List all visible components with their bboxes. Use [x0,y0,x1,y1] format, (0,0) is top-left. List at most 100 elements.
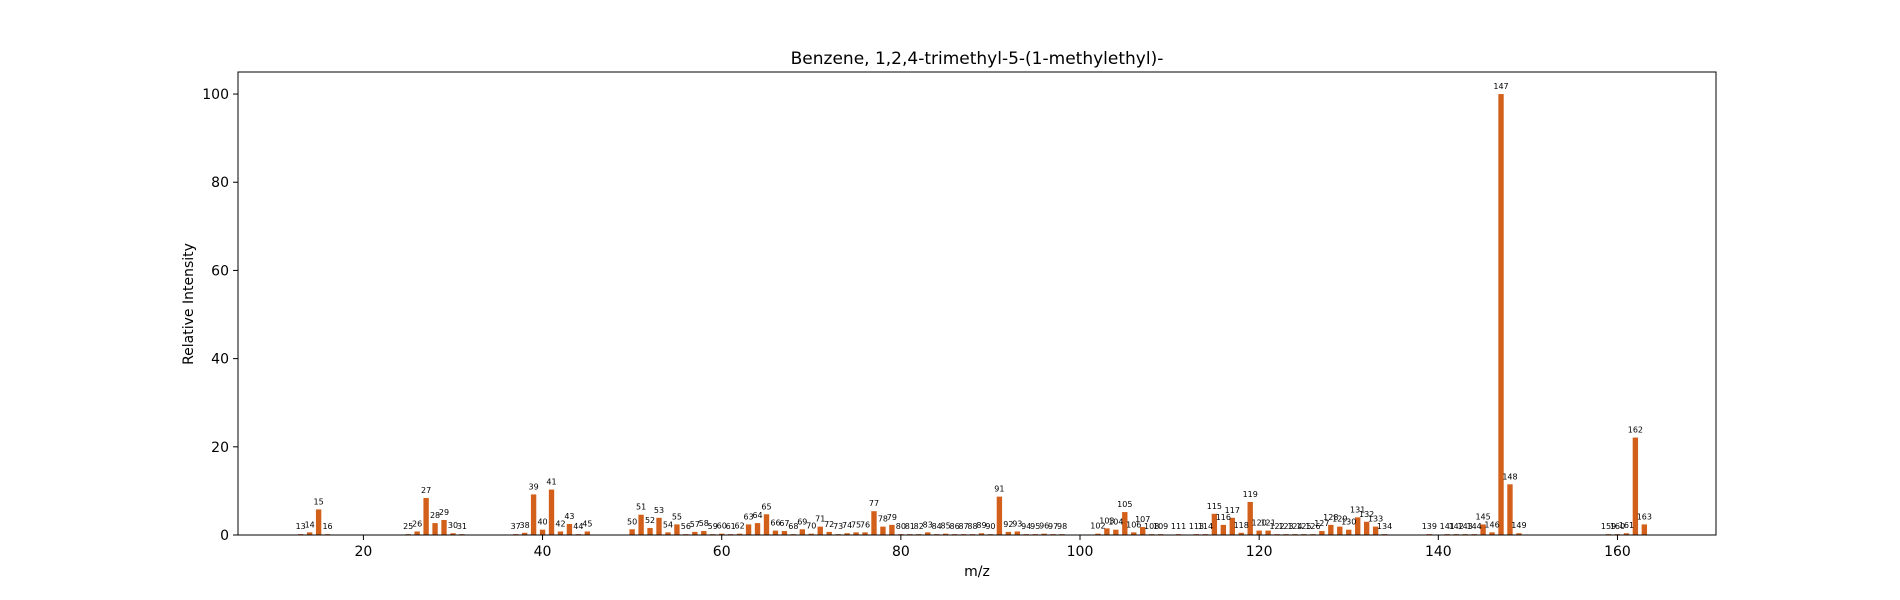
bar-mz-120 [1256,530,1262,535]
bar-mz-128 [1328,524,1334,535]
bar-mz-58 [701,531,707,535]
data-label-mz-95: 95 [1030,522,1040,531]
bar-mz-65 [763,514,770,535]
bar-mz-105 [1122,512,1128,535]
data-label-mz-148: 148 [1502,472,1517,481]
bar-mz-161 [1623,533,1630,535]
bar-mz-14 [306,532,313,535]
bar-mz-78 [880,526,886,535]
x-tick-label: 60 [713,544,731,560]
bar-mz-38 [521,532,528,535]
data-label-mz-26: 26 [412,519,422,528]
bar-mz-83 [925,532,931,535]
data-label-mz-128: 128 [1323,513,1338,522]
data-label-mz-88: 88 [967,522,977,531]
data-label-mz-60: 60 [717,522,727,531]
data-label-mz-90: 90 [985,522,995,531]
bar-mz-74 [844,533,850,535]
data-label-mz-76: 76 [860,520,870,529]
data-label-mz-123: 123 [1278,522,1293,531]
bar-mz-149 [1516,533,1522,535]
data-label-mz-163: 163 [1637,512,1652,521]
bar-mz-60 [719,533,725,535]
data-label-mz-86: 86 [950,522,960,531]
bar-mz-85 [942,533,949,535]
data-label-mz-41: 41 [546,478,556,487]
data-label-mz-104: 104 [1108,518,1123,527]
bar-mz-62 [736,533,743,535]
bar-mz-96 [1041,533,1047,535]
bar-mz-63 [745,524,752,535]
bar-mz-71 [817,526,823,535]
data-label-mz-141: 141 [1440,522,1455,531]
data-label-mz-162: 162 [1628,426,1643,435]
data-label-mz-116: 116 [1216,513,1231,522]
data-label-mz-73: 73 [833,522,843,531]
data-label-mz-103: 103 [1099,516,1114,525]
bar-mz-92 [1005,531,1012,535]
bar-mz-148 [1507,484,1513,535]
bar-mz-131 [1355,517,1361,535]
data-label-mz-102: 102 [1090,522,1105,531]
data-label-mz-53: 53 [654,506,664,515]
bar-mz-103 [1104,528,1110,535]
data-label-mz-61: 61 [726,522,736,531]
bar-mz-53 [656,517,662,535]
bar-mz-52 [647,527,653,535]
data-label-mz-71: 71 [815,515,825,524]
bar-mz-57 [692,531,698,535]
data-label-mz-127: 127 [1314,519,1329,528]
data-label-mz-78: 78 [878,515,888,524]
bar-mz-70 [808,533,814,535]
plot-frame [237,71,1717,536]
y-tick-label: 60 [211,263,229,279]
data-label-mz-74: 74 [842,521,852,530]
data-label-mz-82: 82 [914,522,924,531]
data-label-mz-63: 63 [743,512,753,521]
bar-mz-93 [1014,531,1020,535]
bar-mz-39 [530,494,537,535]
bar-mz-129 [1337,526,1343,535]
data-label-mz-39: 39 [529,482,539,491]
bar-mz-64 [754,523,761,535]
data-label-mz-15: 15 [314,497,324,506]
data-label-mz-92: 92 [1003,520,1013,529]
data-label-mz-55: 55 [672,512,682,521]
data-label-mz-50: 50 [627,517,637,526]
data-label-mz-14: 14 [305,520,315,529]
bar-mz-15 [315,509,322,535]
x-axis-label: m/z [964,564,990,580]
data-label-mz-119: 119 [1243,490,1258,499]
data-label-mz-87: 87 [958,522,968,531]
bar-mz-121 [1265,530,1271,535]
bar-mz-130 [1346,529,1352,535]
bar-mz-147 [1498,94,1504,536]
x-tick-label: 40 [534,544,552,560]
data-label-mz-142: 142 [1449,522,1464,531]
x-tick-label: 160 [1604,544,1631,560]
data-label-mz-42: 42 [555,519,565,528]
data-label-mz-122: 122 [1269,522,1284,531]
x-tick-label: 20 [354,544,372,560]
bar-mz-26 [414,531,420,535]
data-label-mz-31: 31 [457,522,467,531]
data-label-mz-56: 56 [681,522,691,531]
data-label-mz-149: 149 [1511,521,1526,530]
bar-mz-29 [441,520,447,535]
bar-mz-54 [665,532,671,535]
data-label-mz-96: 96 [1039,522,1049,531]
data-label-mz-37: 37 [511,522,521,531]
x-tick-label: 100 [1067,544,1094,560]
data-label-mz-118: 118 [1234,521,1249,530]
bar-mz-67 [781,531,788,535]
data-label-mz-67: 67 [779,519,789,528]
chart-title: Benzene, 1,2,4-trimethyl-5-(1-methylethy… [791,49,1164,69]
data-label-mz-58: 58 [699,519,709,528]
data-label-mz-59: 59 [708,522,718,531]
x-tick-label: 140 [1425,544,1452,560]
data-label-mz-85: 85 [941,522,951,531]
y-tick-label: 20 [211,440,229,456]
data-label-mz-52: 52 [645,516,655,525]
data-label-mz-69: 69 [797,517,807,526]
